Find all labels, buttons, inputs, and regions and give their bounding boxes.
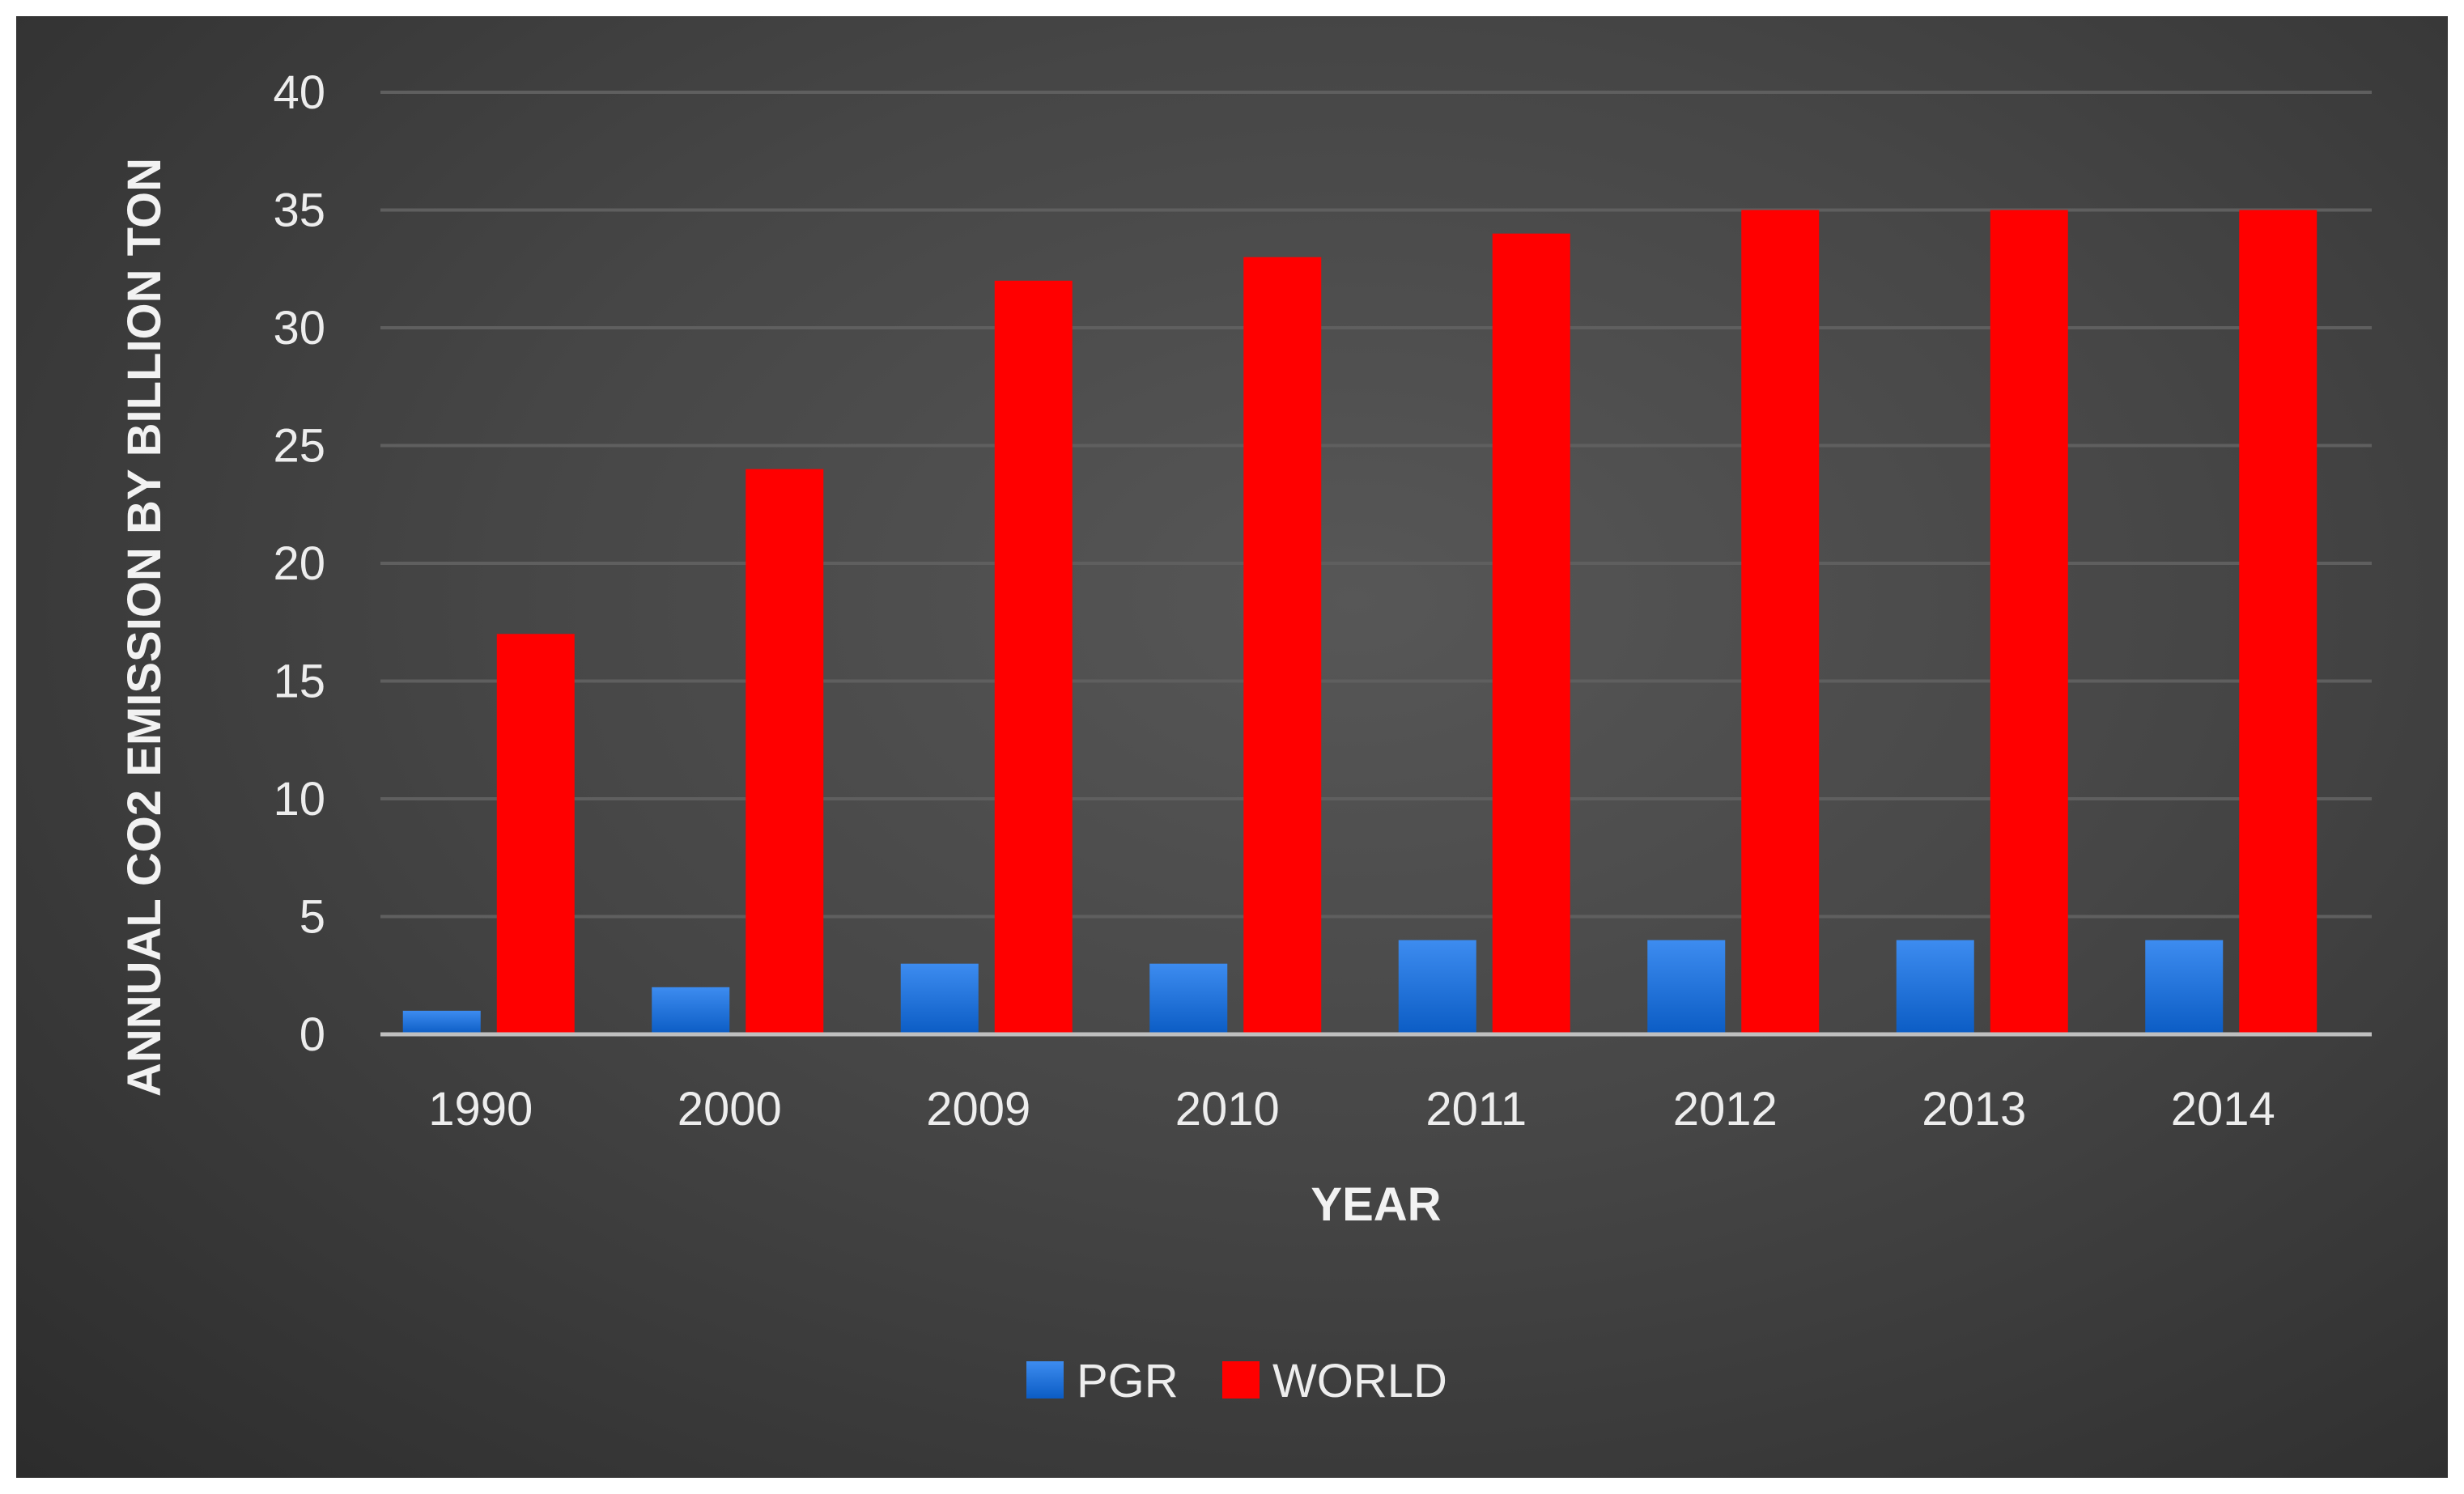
x-tick-label: 1990 — [428, 1083, 533, 1135]
x-axis-ticks: 1990 2000 2009 2010 2011 2012 2013 2014 — [428, 1083, 2275, 1135]
bar-chart: 0 5 10 15 20 25 30 35 40 1990 2000 2009 2010 2011 201… — [118, 66, 2372, 1407]
y-tick-label: 5 — [300, 891, 325, 944]
bar-pgr-2014 — [2145, 940, 2224, 1034]
bar-pgr-2012 — [1647, 940, 1726, 1034]
x-tick-label: 2000 — [678, 1083, 782, 1135]
gridlines — [380, 91, 2372, 919]
x-tick-label: 2011 — [1425, 1083, 1527, 1135]
bar-world-2012 — [1741, 210, 1820, 1034]
x-tick-label: 2009 — [926, 1083, 1030, 1135]
bar-world-2013 — [1990, 210, 2068, 1034]
bar-pgr-1990 — [402, 1010, 481, 1034]
y-axis-ticks: 0 5 10 15 20 25 30 35 40 — [273, 66, 325, 1061]
y-tick-label: 35 — [273, 185, 325, 237]
x-tick-label: 2014 — [2171, 1083, 2275, 1135]
x-tick-label: 2012 — [1673, 1083, 1778, 1135]
y-tick-label: 25 — [273, 420, 325, 473]
bar-pgr-2013 — [1896, 940, 1974, 1034]
y-tick-label: 0 — [300, 1008, 325, 1061]
bar-pgr-2000 — [652, 987, 730, 1034]
bar-world-2010 — [1243, 257, 1322, 1034]
y-axis-title: ANNUAL CO2 EMISSION BY BILLION TON — [118, 158, 171, 1097]
legend: PGR WORLD — [1026, 1355, 1447, 1407]
x-axis-title: YEAR — [1311, 1178, 1441, 1231]
bar-pgr-2011 — [1398, 940, 1476, 1034]
y-tick-label: 15 — [273, 656, 325, 708]
x-tick-label: 2010 — [1175, 1083, 1280, 1135]
legend-swatch-pgr — [1026, 1361, 1064, 1399]
legend-label-world: WORLD — [1272, 1355, 1447, 1407]
bar-world-2009 — [994, 280, 1073, 1034]
bar-world-2011 — [1492, 233, 1570, 1035]
y-tick-label: 30 — [273, 302, 325, 354]
bar-world-2000 — [746, 469, 824, 1034]
y-tick-label: 10 — [273, 773, 325, 826]
bar-pgr-2009 — [900, 963, 979, 1034]
legend-label-pgr: PGR — [1077, 1355, 1179, 1407]
y-tick-label: 40 — [273, 66, 325, 119]
y-tick-label: 20 — [273, 537, 325, 590]
legend-swatch-world — [1222, 1361, 1260, 1399]
x-tick-label: 2013 — [1922, 1083, 2026, 1135]
bar-pgr-2010 — [1149, 963, 1228, 1034]
chart-frame: 0 5 10 15 20 25 30 35 40 1990 2000 2009 2010 2011 201… — [16, 16, 2448, 1478]
bar-world-2014 — [2239, 210, 2317, 1034]
bars — [402, 210, 2317, 1035]
bar-world-1990 — [496, 634, 575, 1034]
